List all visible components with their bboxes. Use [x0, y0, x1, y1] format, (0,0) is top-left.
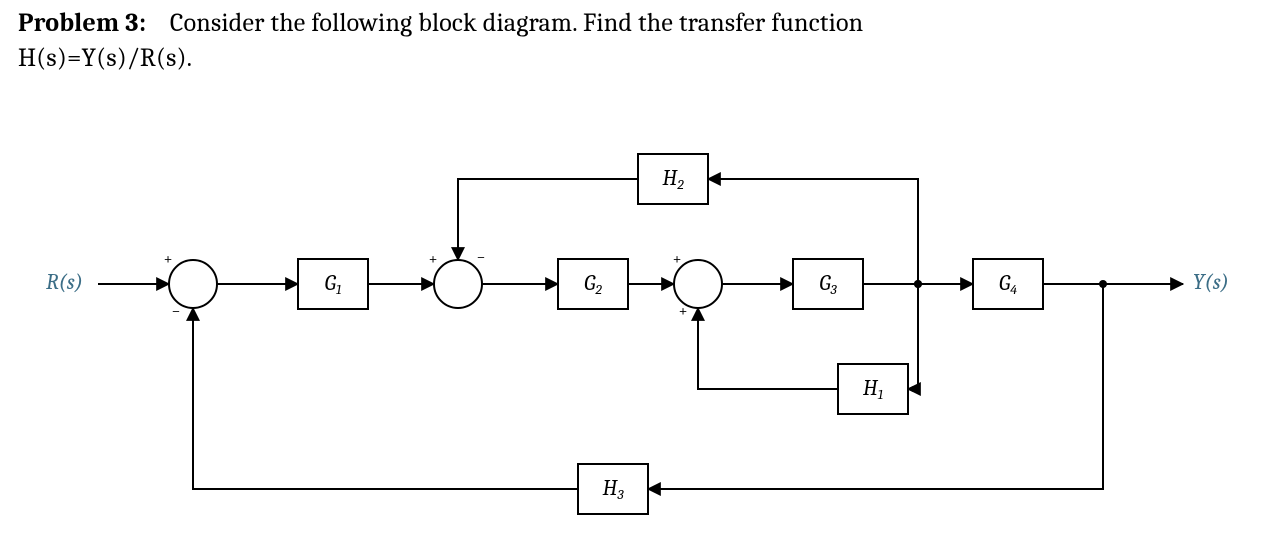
problem-statement: Problem 3: Consider the following block …	[18, 6, 1258, 76]
problem-line2: H(s)=Y(s)/R(s).	[18, 43, 192, 73]
sum-1	[169, 260, 217, 308]
sum3-sign-plus2: +	[679, 302, 688, 320]
sum1-sign-minus: −	[172, 302, 181, 320]
problem-line1: Consider the following block diagram. Fi…	[170, 8, 863, 38]
node-after-g3-top	[914, 280, 922, 288]
sum3-sign-plus1: +	[673, 250, 682, 268]
sum2-sign-minus: −	[477, 248, 486, 266]
sum2-sign-plus: +	[429, 250, 438, 268]
page: Problem 3: Consider the following block …	[0, 0, 1276, 536]
input-label: R(s)	[46, 269, 83, 295]
sum1-sign-plus: +	[164, 250, 173, 268]
sum-2	[434, 260, 482, 308]
diagram-svg: R(s) + − G1 + − G2	[18, 94, 1258, 524]
wire-h1-s3	[698, 308, 838, 389]
problem-label: Problem 3:	[18, 8, 146, 38]
output-label: Y(s)	[1193, 269, 1229, 295]
block-diagram: R(s) + − G1 + − G2	[18, 94, 1258, 524]
wire-h3-s1	[193, 308, 578, 489]
